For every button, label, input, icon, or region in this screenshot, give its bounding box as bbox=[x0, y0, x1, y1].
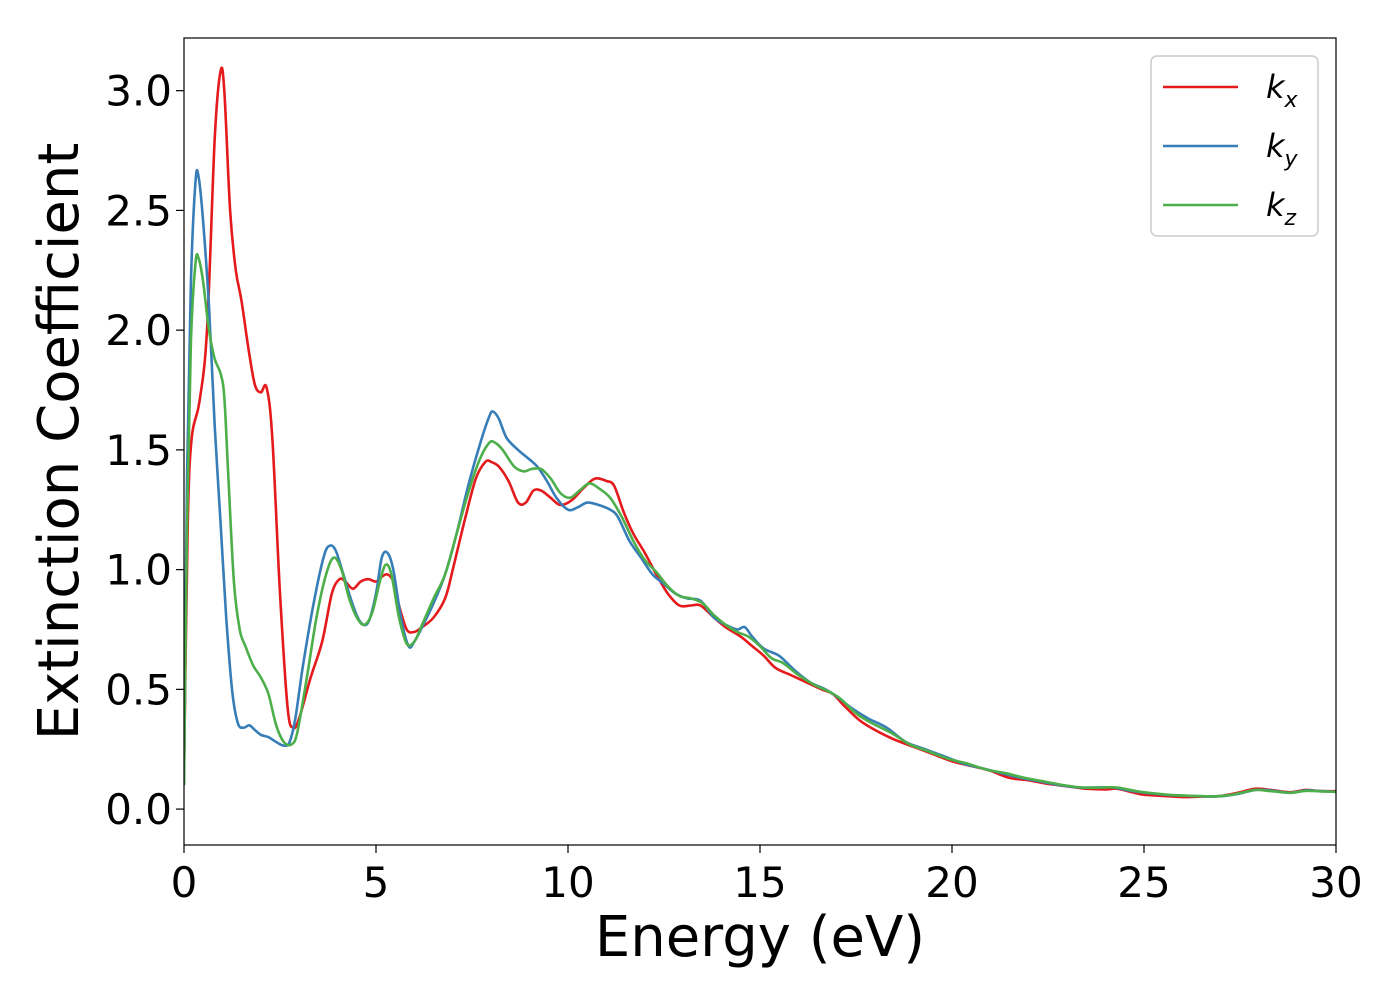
y-axis-label: Extinction Coefficient bbox=[27, 143, 92, 741]
x-tick-label: 25 bbox=[1117, 858, 1170, 907]
series-line-ky bbox=[184, 168, 1336, 798]
x-tick-label: 5 bbox=[363, 858, 390, 907]
x-tick-label: 30 bbox=[1309, 858, 1362, 907]
x-tick-label: 0 bbox=[171, 858, 198, 907]
legend-label: kz bbox=[1266, 186, 1297, 231]
series-line-kz bbox=[184, 252, 1336, 798]
x-tick-label: 20 bbox=[925, 858, 978, 907]
legend-entry-ky: ky bbox=[1163, 127, 1299, 172]
y-tick-label: 1.0 bbox=[105, 546, 172, 595]
legend-label: ky bbox=[1266, 127, 1299, 172]
y-tick-label: 2.5 bbox=[105, 186, 172, 235]
y-tick-label: 1.5 bbox=[105, 426, 172, 475]
legend-entry-kx: kx bbox=[1163, 68, 1299, 113]
x-tick-label: 10 bbox=[541, 858, 594, 907]
y-tick-label: 0.5 bbox=[105, 665, 172, 714]
legend-entry-kz: kz bbox=[1163, 186, 1297, 231]
y-tick-label: 2.0 bbox=[105, 306, 172, 355]
y-tick-label: 0.0 bbox=[105, 785, 172, 834]
legend: kx ky kz bbox=[1150, 55, 1319, 237]
y-tick-label: 3.0 bbox=[105, 67, 172, 116]
series-layer bbox=[184, 66, 1336, 799]
legend-label: kx bbox=[1266, 68, 1299, 113]
x-axis-label: Energy (eV) bbox=[595, 905, 925, 970]
ticks-layer: 0 5 10 15 20 25 30 0.0 0.5 1.0 1.5 2.0 2.5 3.0 bbox=[105, 67, 1363, 907]
x-tick-label: 15 bbox=[733, 858, 786, 907]
